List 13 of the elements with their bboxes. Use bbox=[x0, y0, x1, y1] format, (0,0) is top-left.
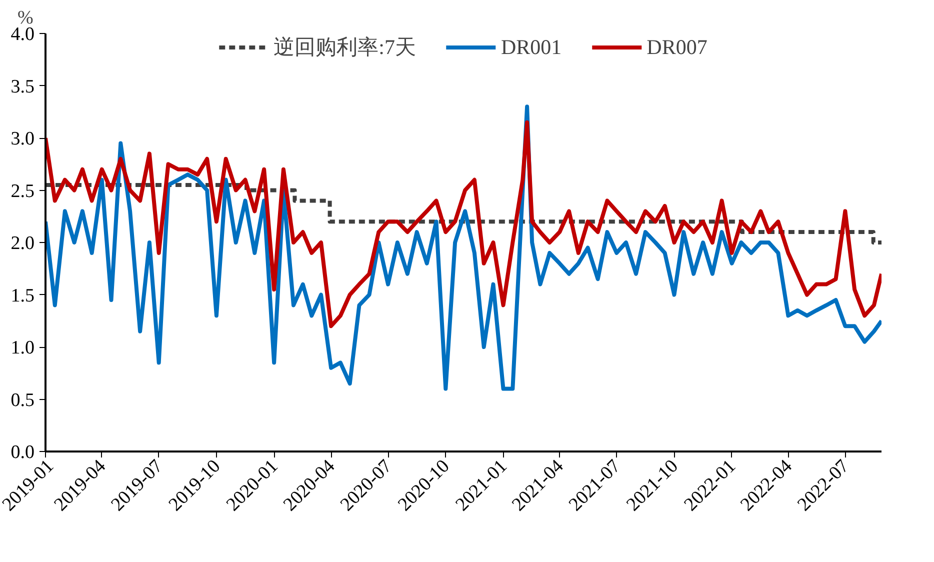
y-tick-label: 0.0 bbox=[10, 442, 34, 463]
y-tick-label: 2.5 bbox=[10, 180, 34, 202]
y-tick-label: 1.5 bbox=[10, 285, 34, 306]
y-tick-label: 3.5 bbox=[10, 76, 34, 98]
y-tick-label: 0.5 bbox=[10, 390, 34, 411]
line-series bbox=[46, 104, 882, 391]
legend-label: DR001 bbox=[500, 34, 562, 60]
y-tick-label: 3.0 bbox=[10, 128, 34, 150]
y-tick-label: 2.0 bbox=[10, 233, 34, 254]
legend-label: DR007 bbox=[646, 34, 708, 60]
line-series bbox=[46, 120, 882, 328]
legend-label: 逆回购利率:7天 bbox=[274, 34, 416, 61]
y-tick-label: 1.0 bbox=[10, 338, 34, 358]
